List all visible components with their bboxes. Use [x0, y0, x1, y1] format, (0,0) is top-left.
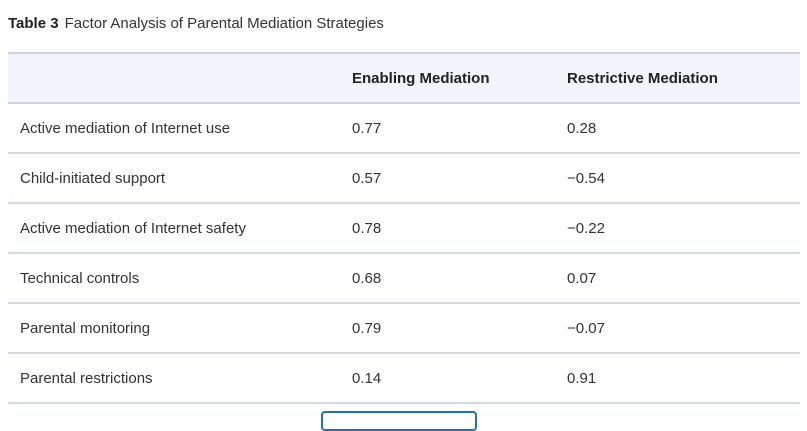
restrictive-value: 0.28 [567, 119, 597, 137]
row-label: Active mediation of Internet safety [20, 219, 246, 237]
row-label: Child-initiated support [20, 169, 166, 187]
table-title: Factor Analysis of Parental Mediation St… [64, 15, 384, 32]
enabling-value: 0.78 [352, 219, 382, 237]
row-label: Parental monitoring [20, 319, 151, 337]
enabling-value: 0.68 [352, 269, 382, 287]
row-label: Parental restrictions [20, 369, 153, 387]
header-enabling: Enabling Mediation [352, 69, 490, 87]
enabling-value: 0.57 [352, 169, 382, 187]
table-header-row: Enabling Mediation Restrictive Mediation [8, 53, 800, 103]
restrictive-value: −0.07 [567, 319, 605, 337]
row-label: Technical controls [20, 269, 140, 287]
table-row: Active mediation of Internet use 0.77 0.28 [8, 103, 800, 153]
table-row: Active mediation of Internet safety 0.78 −… [8, 203, 800, 253]
restrictive-value: −0.54 [567, 169, 605, 187]
restrictive-value: 0.91 [567, 369, 597, 387]
restrictive-value: 0.07 [567, 269, 597, 287]
table-caption: Table 3 Factor Analysis of Parental Media… [8, 15, 384, 32]
enabling-value: 0.77 [352, 119, 382, 137]
header-blank [8, 53, 351, 103]
factor-table: Enabling Mediation Restrictive Mediation… [8, 52, 800, 404]
table-label: Table 3 [8, 15, 59, 32]
table-row: Child-initiated support 0.57 −0.54 [8, 153, 800, 203]
table-row: Parental monitoring 0.79 −0.07 [8, 303, 800, 353]
table-row: Parental restrictions 0.14 0.91 [8, 353, 800, 403]
view-table-button[interactable] [321, 411, 477, 431]
row-label: Active mediation of Internet use [20, 119, 231, 137]
table-row: Technical controls 0.68 0.07 [8, 253, 800, 303]
restrictive-value: −0.22 [567, 219, 605, 237]
enabling-value: 0.14 [352, 369, 382, 387]
header-restrictive: Restrictive Mediation [567, 69, 718, 87]
enabling-value: 0.79 [352, 319, 382, 337]
